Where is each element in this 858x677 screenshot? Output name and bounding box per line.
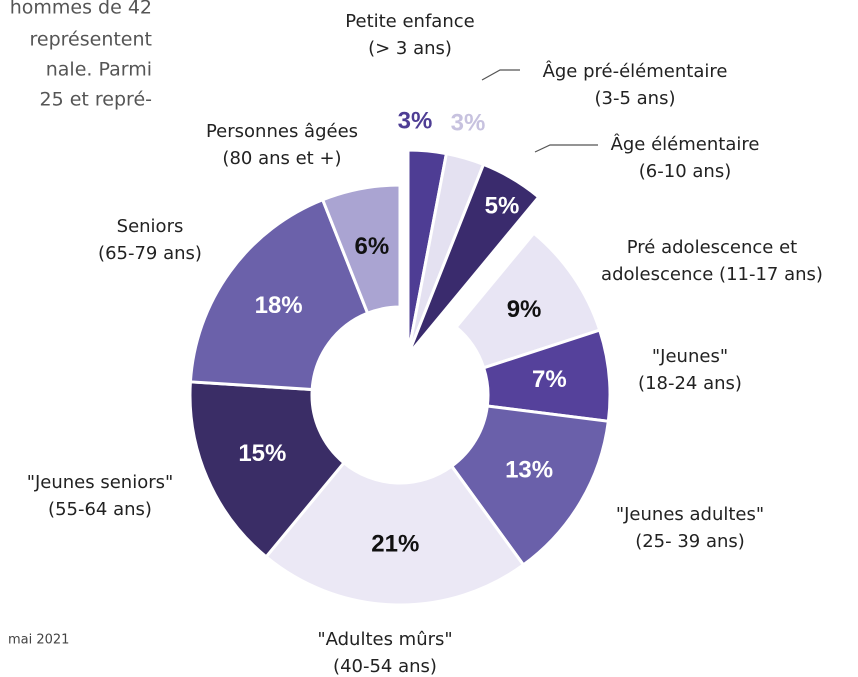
category-label: Seniors [117,216,184,237]
value-label: 9% [507,296,542,323]
category-label: (> 3 ans) [368,38,452,59]
category-label: Âge pré-élémentaire [543,60,728,82]
value-label: 5% [485,192,520,219]
intro-text: 25 et repré- [40,89,152,111]
category-label: "Jeunes adultes" [616,504,764,525]
slice [449,404,611,567]
category-label: "Jeunes" [652,346,728,367]
category-label: (6-10 ans) [639,161,731,182]
category-label: (65-79 ans) [98,243,202,264]
category-label: "Adultes mûrs" [317,629,452,650]
category-label: (40-54 ans) [333,656,437,677]
slice [188,380,347,559]
intro-text: hommes de 42 [10,0,152,19]
value-label: 3% [398,107,433,134]
slice [264,460,526,607]
intro-text: représentent [30,29,153,51]
category-label: Pré adolescence et [627,237,797,258]
value-label: 3% [451,109,486,136]
value-label: 21% [371,530,419,557]
category-label: Petite enfance [345,11,474,32]
value-label: 18% [255,292,303,319]
intro-text: nale. Parmi [46,59,152,81]
slice [188,197,370,392]
category-label: (3-5 ans) [595,88,676,109]
category-label: adolescence (11-17 ans) [601,264,823,285]
leader-line [481,69,520,81]
value-label: 13% [505,457,553,484]
category-label: "Jeunes seniors" [27,472,174,493]
footer: mai 2021 [8,633,69,648]
category-label: (25- 39 ans) [635,531,745,552]
value-label: 15% [238,440,286,467]
value-label: 7% [532,366,567,393]
slice [320,183,402,316]
category-label: (80 ans et +) [222,148,341,169]
category-label: Personnes âgées [206,121,358,142]
category-label: (55-64 ans) [48,499,152,520]
leader-line [534,144,598,153]
category-label: Âge élémentaire [611,133,760,155]
value-label: 6% [355,233,390,260]
category-label: (18-24 ans) [638,373,742,394]
slice [406,162,541,356]
